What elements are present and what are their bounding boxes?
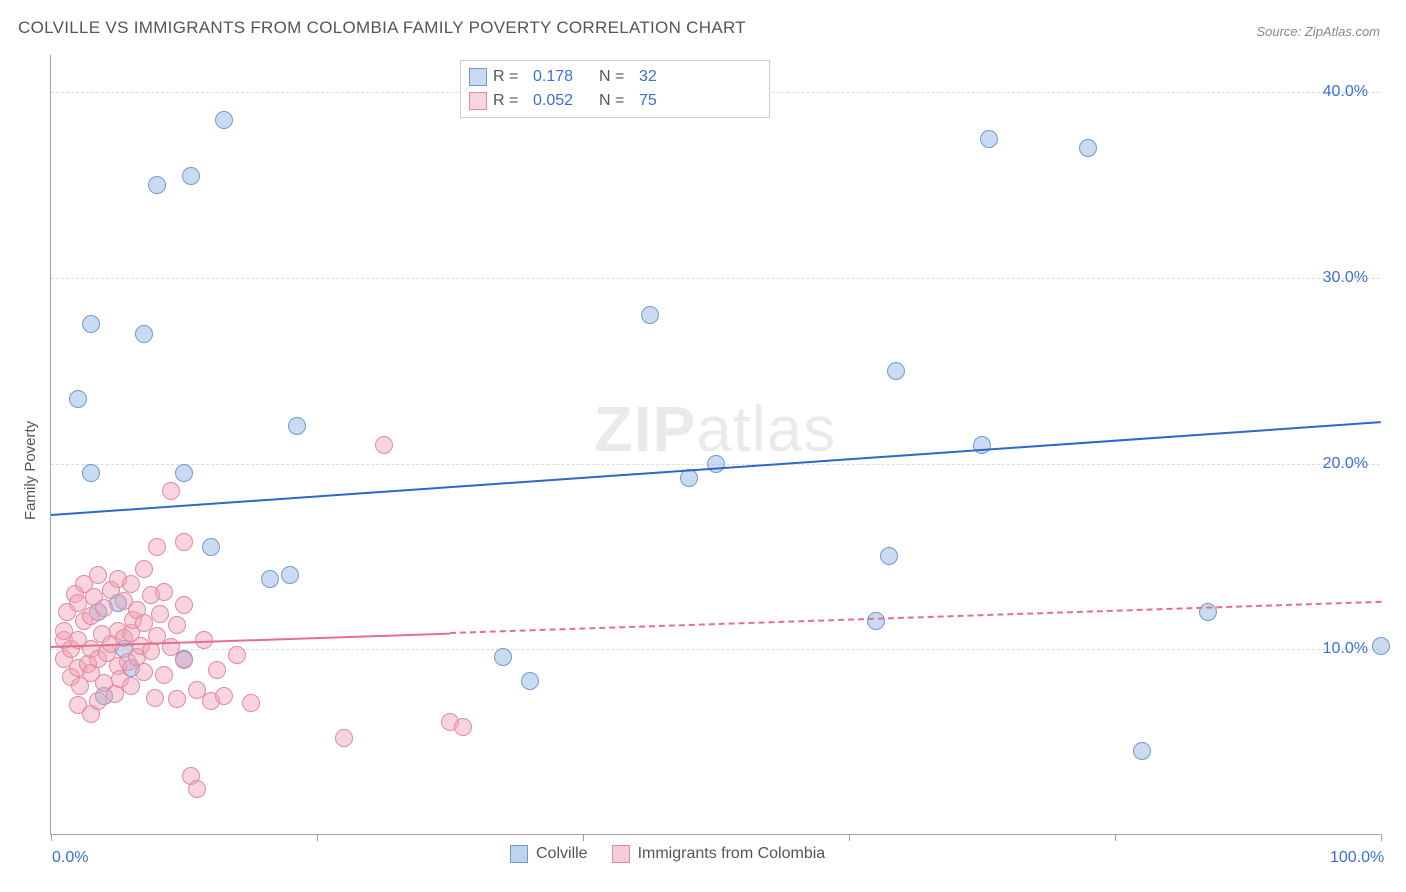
legend-row: R = 0.178 N = 32 (469, 65, 761, 89)
series-legend-item: Immigrants from Colombia (612, 845, 826, 863)
x-tick (317, 834, 318, 841)
data-point (89, 692, 107, 710)
data-point (82, 315, 100, 333)
data-point (215, 111, 233, 129)
data-point (1079, 139, 1097, 157)
data-point (148, 538, 166, 556)
data-point (494, 648, 512, 666)
y-tick-label: 40.0% (1323, 83, 1368, 101)
y-axis-label: Family Poverty (22, 421, 39, 520)
legend-swatch (469, 92, 487, 110)
x-tick-label: 0.0% (52, 849, 88, 867)
data-point (261, 570, 279, 588)
legend-swatch (612, 845, 630, 863)
chart-title: COLVILLE VS IMMIGRANTS FROM COLOMBIA FAM… (18, 18, 746, 38)
trend-line (51, 421, 1381, 516)
data-point (168, 616, 186, 634)
data-point (980, 130, 998, 148)
data-point (89, 566, 107, 584)
legend-swatch (510, 845, 528, 863)
x-tick (51, 834, 52, 841)
data-point (69, 390, 87, 408)
data-point (1133, 742, 1151, 760)
x-tick (583, 834, 584, 841)
legend-n-label: N = (599, 68, 633, 86)
data-point (215, 687, 233, 705)
legend-n-label: N = (599, 92, 633, 110)
scatter-plot-area: 10.0% 20.0% 30.0% 40.0% (50, 55, 1380, 835)
data-point (135, 663, 153, 681)
gridline (51, 278, 1380, 279)
legend-r-value: 0.052 (533, 92, 593, 110)
data-point (175, 596, 193, 614)
legend-swatch (469, 68, 487, 86)
data-point (242, 694, 260, 712)
data-point (867, 612, 885, 630)
data-point (146, 689, 164, 707)
data-point (228, 646, 246, 664)
x-tick-label: 100.0% (1330, 849, 1384, 867)
data-point (155, 666, 173, 684)
source-attribution: Source: ZipAtlas.com (1256, 24, 1380, 39)
data-point (880, 547, 898, 565)
data-point (122, 575, 140, 593)
gridline (51, 649, 1380, 650)
data-point (375, 436, 393, 454)
series-legend-item: Colville (510, 845, 588, 863)
data-point (887, 362, 905, 380)
data-point (335, 729, 353, 747)
data-point (168, 690, 186, 708)
series-legend-label: Colville (536, 845, 588, 863)
y-tick-label: 10.0% (1323, 640, 1368, 658)
legend-r-label: R = (493, 92, 527, 110)
data-point (135, 325, 153, 343)
legend-r-label: R = (493, 68, 527, 86)
data-point (82, 464, 100, 482)
data-point (454, 718, 472, 736)
trend-line (450, 601, 1381, 634)
x-tick (1381, 834, 1382, 841)
data-point (155, 583, 173, 601)
data-point (288, 417, 306, 435)
data-point (95, 599, 113, 617)
data-point (148, 176, 166, 194)
y-tick-label: 20.0% (1323, 455, 1368, 473)
legend-r-value: 0.178 (533, 68, 593, 86)
data-point (1372, 637, 1390, 655)
data-point (135, 560, 153, 578)
data-point (182, 167, 200, 185)
series-legend-label: Immigrants from Colombia (638, 845, 826, 863)
x-tick (1115, 834, 1116, 841)
legend-row: R = 0.052 N = 75 (469, 89, 761, 113)
data-point (175, 533, 193, 551)
data-point (151, 605, 169, 623)
data-point (521, 672, 539, 690)
data-point (202, 538, 220, 556)
data-point (122, 677, 140, 695)
data-point (188, 780, 206, 798)
data-point (175, 464, 193, 482)
x-tick (849, 834, 850, 841)
data-point (680, 469, 698, 487)
data-point (162, 482, 180, 500)
correlation-legend: R = 0.178 N = 32 R = 0.052 N = 75 (460, 60, 770, 118)
data-point (641, 306, 659, 324)
data-point (175, 651, 193, 669)
data-point (208, 661, 226, 679)
series-legend: Colville Immigrants from Colombia (510, 845, 825, 863)
legend-n-value: 32 (639, 68, 657, 86)
y-tick-label: 30.0% (1323, 269, 1368, 287)
data-point (281, 566, 299, 584)
legend-n-value: 75 (639, 92, 657, 110)
